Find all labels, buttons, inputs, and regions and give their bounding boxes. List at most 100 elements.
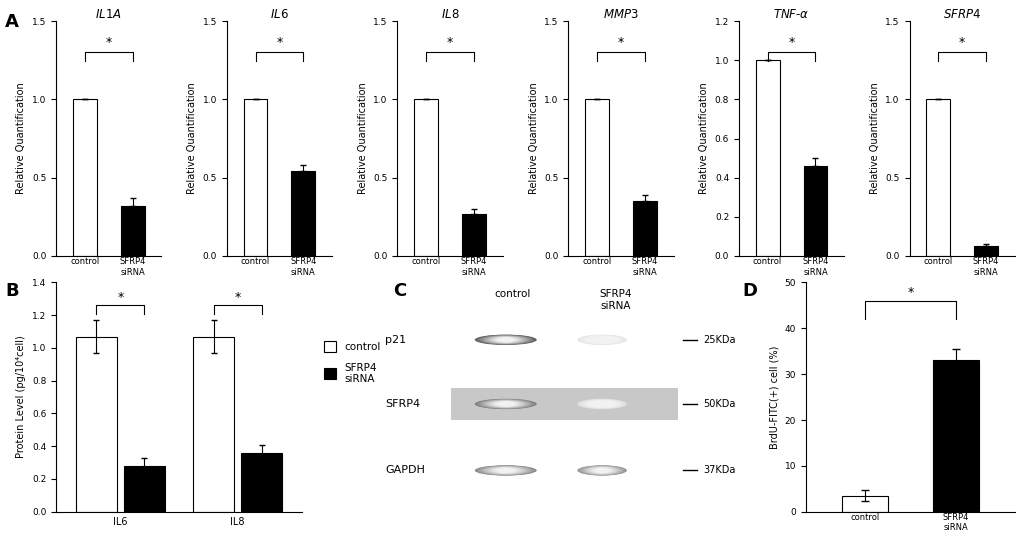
Ellipse shape [577, 465, 627, 475]
Ellipse shape [487, 400, 523, 408]
Ellipse shape [489, 467, 522, 474]
Ellipse shape [593, 337, 610, 343]
Ellipse shape [596, 402, 607, 406]
Ellipse shape [485, 466, 525, 474]
Ellipse shape [587, 400, 615, 408]
Text: B: B [5, 282, 18, 301]
Ellipse shape [476, 465, 534, 475]
Ellipse shape [500, 402, 511, 406]
Text: D: D [742, 282, 757, 301]
Ellipse shape [586, 466, 618, 474]
Text: A: A [5, 13, 19, 31]
Bar [244, 100, 267, 256]
Title: $\it{IL1A}$: $\it{IL1A}$ [96, 9, 122, 21]
Ellipse shape [474, 399, 536, 409]
Ellipse shape [578, 335, 625, 345]
Ellipse shape [487, 336, 523, 343]
Ellipse shape [595, 468, 608, 473]
Ellipse shape [593, 401, 610, 407]
Ellipse shape [597, 402, 605, 406]
Ellipse shape [597, 338, 605, 342]
Legend: control, SFRP4
siRNA: control, SFRP4 siRNA [319, 337, 384, 389]
Bar [76, 336, 117, 512]
Ellipse shape [590, 401, 612, 407]
Ellipse shape [491, 401, 520, 407]
Ellipse shape [480, 466, 531, 475]
Ellipse shape [495, 467, 516, 473]
Text: *: * [907, 286, 913, 298]
Ellipse shape [580, 399, 624, 409]
Bar [193, 336, 233, 512]
Text: *: * [958, 36, 964, 50]
Ellipse shape [586, 400, 618, 408]
Y-axis label: Relative Quantification: Relative Quantification [869, 83, 879, 195]
Text: *: * [618, 36, 624, 50]
Bar [462, 214, 486, 256]
Ellipse shape [491, 336, 520, 343]
Ellipse shape [593, 467, 610, 473]
Ellipse shape [485, 336, 525, 344]
Y-axis label: Relative Quantification: Relative Quantification [16, 83, 26, 195]
Ellipse shape [482, 335, 529, 344]
Text: GAPDH: GAPDH [385, 465, 425, 475]
Ellipse shape [493, 337, 518, 343]
Text: 25KDa: 25KDa [703, 335, 736, 345]
Ellipse shape [478, 335, 533, 344]
Ellipse shape [489, 336, 522, 343]
Text: p21: p21 [385, 335, 406, 345]
Ellipse shape [498, 468, 513, 473]
Ellipse shape [495, 401, 516, 407]
Ellipse shape [474, 335, 536, 345]
Ellipse shape [595, 337, 608, 342]
Ellipse shape [595, 401, 608, 407]
Ellipse shape [597, 469, 605, 473]
Ellipse shape [589, 336, 614, 343]
Y-axis label: Relative Quantification: Relative Quantification [698, 83, 708, 195]
Title: $\it{SFRP4}$: $\it{SFRP4}$ [943, 9, 980, 21]
Ellipse shape [577, 399, 627, 409]
Title: $\it{IL8}$: $\it{IL8}$ [440, 9, 459, 21]
Ellipse shape [581, 466, 622, 475]
Ellipse shape [485, 400, 525, 408]
Ellipse shape [484, 466, 527, 474]
Text: *: * [446, 36, 452, 50]
Ellipse shape [493, 467, 518, 473]
Ellipse shape [592, 401, 611, 407]
Bar [291, 172, 315, 256]
Bar [755, 60, 779, 256]
Ellipse shape [495, 337, 516, 343]
Ellipse shape [580, 335, 624, 344]
Bar [803, 166, 826, 256]
Y-axis label: Relative Quantification: Relative Quantification [528, 83, 538, 195]
Ellipse shape [476, 335, 534, 345]
Bar [414, 100, 438, 256]
Text: *: * [276, 36, 282, 50]
Ellipse shape [578, 465, 625, 475]
Ellipse shape [584, 466, 619, 474]
Text: 37KDa: 37KDa [703, 465, 736, 475]
Text: C: C [392, 282, 406, 301]
Text: SFRP4
siRNA: SFRP4 siRNA [599, 289, 632, 311]
Bar [584, 100, 608, 256]
Ellipse shape [589, 467, 614, 474]
Ellipse shape [584, 336, 619, 344]
Ellipse shape [581, 335, 622, 344]
Ellipse shape [581, 399, 622, 408]
Ellipse shape [592, 467, 611, 473]
Ellipse shape [580, 466, 624, 475]
Ellipse shape [498, 402, 513, 406]
Y-axis label: Relative Quantification: Relative Quantification [358, 83, 368, 195]
Text: SFRP4: SFRP4 [385, 399, 420, 409]
Ellipse shape [578, 399, 625, 409]
Bar [925, 100, 950, 256]
Ellipse shape [496, 401, 514, 407]
Y-axis label: Relative Quantification: Relative Quantification [186, 83, 197, 195]
Ellipse shape [496, 468, 514, 473]
Ellipse shape [500, 338, 511, 342]
Text: *: * [117, 291, 123, 304]
Ellipse shape [596, 468, 607, 473]
Ellipse shape [498, 337, 513, 342]
Ellipse shape [590, 467, 612, 474]
Ellipse shape [496, 337, 514, 342]
Y-axis label: Protein Level (pg/10⁴cell): Protein Level (pg/10⁴cell) [16, 336, 26, 458]
